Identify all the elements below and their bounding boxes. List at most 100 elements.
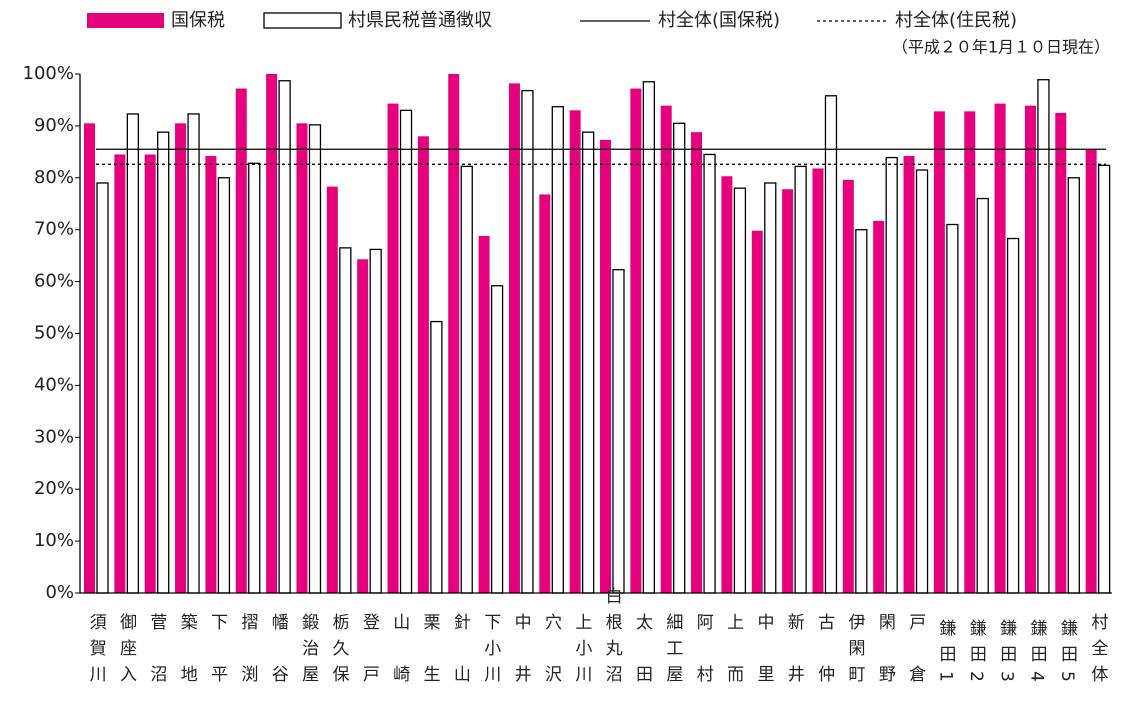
x-tick-label: 細工屋: [662, 613, 683, 691]
bar: [126, 113, 140, 594]
legend-swatch: [263, 12, 342, 29]
bar: [217, 177, 231, 594]
y-tick-label: 10%: [34, 530, 74, 551]
bar: [782, 189, 794, 593]
bar: [976, 197, 989, 594]
bar: [794, 165, 807, 594]
x-tick-label: 穴沢: [540, 613, 561, 717]
bar: [703, 153, 716, 594]
x-tick-label: 中里: [753, 613, 774, 717]
bar: [157, 131, 170, 594]
bar: [842, 179, 854, 593]
bar: [490, 285, 504, 594]
bar: [733, 187, 747, 594]
bar: [1037, 79, 1050, 594]
chart-subtitle: （平成２０年1月１０日現在）: [892, 38, 1110, 57]
bar: [144, 154, 156, 593]
bar: [751, 230, 763, 593]
bar: [630, 88, 642, 594]
x-tick-label: 鍛治屋: [298, 613, 319, 691]
x-tick-label: 上而: [723, 613, 744, 717]
bar: [84, 123, 95, 594]
y-tick-label: 80%: [34, 167, 74, 188]
bar: [430, 320, 443, 594]
bar: [235, 88, 247, 594]
bar: [339, 247, 352, 594]
bar: [248, 162, 261, 594]
bar: [915, 169, 929, 594]
legend-swatch: [87, 13, 164, 28]
y-tick-label: 70%: [34, 219, 74, 240]
bar: [326, 186, 338, 594]
bar: [994, 103, 1006, 593]
bar: [691, 132, 703, 594]
y-tick-label: 100%: [23, 63, 74, 84]
bar: [1097, 164, 1111, 594]
y-tick-label: 50%: [34, 323, 74, 344]
bar: [1006, 237, 1020, 594]
bar: [873, 220, 885, 593]
bar: [521, 89, 534, 594]
bar: [448, 74, 460, 593]
bar: [581, 131, 595, 594]
bar: [1055, 112, 1067, 594]
x-tick-label: 御座入: [116, 613, 137, 691]
y-tick-label: 60%: [34, 271, 74, 292]
bar: [369, 248, 382, 594]
bar: [673, 122, 686, 594]
bar: [460, 165, 473, 594]
bar: [933, 111, 945, 594]
x-tick-label: 下小川: [480, 613, 501, 691]
bar: [721, 176, 733, 594]
bar: [903, 156, 915, 593]
x-tick-label: 白根丸沼: [601, 587, 622, 691]
bar: [175, 123, 187, 594]
bar: [417, 136, 429, 593]
x-tick-label: 閑野: [874, 613, 895, 717]
bar: [205, 156, 217, 593]
x-tick-label: 登戸: [358, 613, 379, 717]
x-tick-label: 古仲: [814, 613, 835, 717]
bar: [1024, 105, 1036, 593]
bar: [508, 83, 520, 593]
x-tick-label: 須賀川: [85, 613, 106, 691]
x-tick-label: 栃久保: [328, 613, 349, 691]
legend-label: 国保税: [171, 10, 225, 31]
bar: [964, 111, 976, 594]
bar: [1085, 149, 1097, 593]
bar: [114, 154, 126, 593]
x-tick-label: 戸倉: [905, 613, 926, 717]
x-tick-label: 中井: [510, 613, 531, 717]
x-tick-label: 幡谷: [267, 613, 288, 717]
y-tick-label: 20%: [34, 478, 74, 499]
x-tick-label: 針山: [449, 613, 470, 717]
x-tick-label: 菅沼: [146, 613, 167, 717]
x-tick-label: 阿村: [692, 613, 713, 717]
bar: [660, 105, 672, 593]
y-tick-label: 40%: [34, 374, 74, 395]
x-tick-label: 摺渕: [237, 613, 258, 717]
x-tick-label: 村全体: [1087, 613, 1108, 691]
y-tick-label: 90%: [34, 115, 74, 136]
x-tick-label: 鎌田2: [965, 619, 986, 691]
x-tick-label: 築地: [176, 613, 197, 717]
bar: [642, 81, 656, 594]
bar: [539, 194, 551, 593]
bar: [387, 103, 399, 593]
bar: [478, 235, 490, 594]
x-tick-label: 伊閑町: [844, 613, 865, 691]
y-tick-label: 30%: [34, 426, 74, 447]
legend-label: 村全体(住民税): [895, 10, 1017, 31]
bar: [278, 80, 291, 594]
chart: （平成２０年1月１０日現在） 0% 10% 20% 30% 40% 50% 60% 70% 80…: [23, 10, 1112, 603]
bar: [399, 109, 413, 594]
bar: [96, 182, 109, 594]
bar: [824, 95, 838, 594]
bar: [266, 74, 278, 593]
bar: [946, 223, 959, 594]
bar: [812, 168, 824, 593]
bar: [569, 110, 581, 593]
x-tick-label: 鎌田5: [1056, 619, 1077, 691]
bar: [855, 229, 868, 594]
bar: [612, 269, 625, 594]
